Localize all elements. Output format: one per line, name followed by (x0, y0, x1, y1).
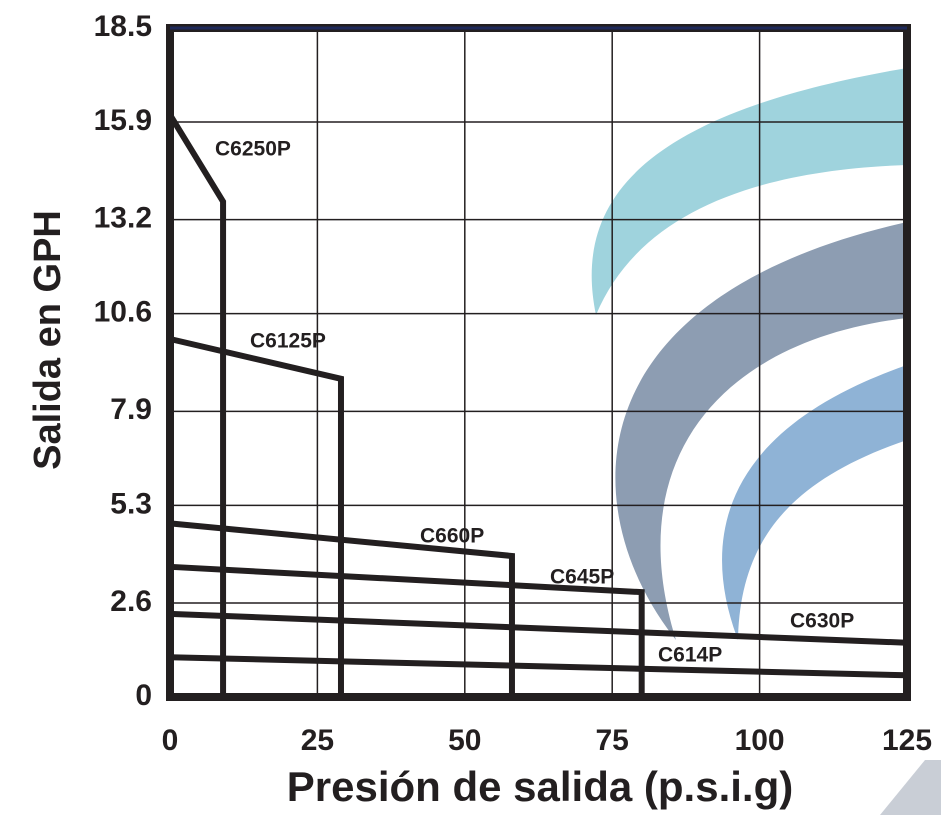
series-line (169, 520, 515, 697)
x-tick-label: 75 (596, 724, 629, 757)
y-tick-label: 0 (135, 679, 152, 712)
y-tick-label: 2.6 (110, 585, 152, 618)
series-label: C630P (790, 610, 854, 633)
y-tick-label: 15.9 (94, 104, 152, 137)
series-label: C6250P (215, 138, 291, 161)
y-tick-label: 13.2 (94, 202, 152, 235)
x-tick-label: 100 (735, 724, 785, 757)
x-tick-label: 25 (301, 724, 334, 757)
series-line (169, 654, 908, 679)
series-line (167, 113, 227, 697)
background-decoration (591, 68, 941, 815)
y-tick-label: 5.3 (110, 487, 152, 520)
y-tick-label: 7.9 (110, 393, 152, 426)
series-label: C6125P (250, 330, 326, 353)
series-label: C660P (420, 525, 484, 548)
x-tick-label: 50 (448, 724, 481, 757)
y-tick-label: 10.6 (94, 296, 152, 329)
swoosh (615, 222, 907, 640)
series-line (169, 563, 645, 697)
series-label: C614P (658, 644, 722, 667)
swoosh (722, 365, 907, 640)
series-label: C645P (550, 566, 614, 589)
series-line (169, 610, 908, 646)
x-tick-label: 0 (162, 724, 179, 757)
x-axis-label: Presión de salida (p.s.i.g) (287, 763, 793, 810)
x-tick-label: 125 (882, 724, 932, 757)
logo-fragment (880, 760, 941, 815)
y-axis-label: Salida en GPH (27, 210, 69, 470)
series-line (169, 336, 344, 697)
y-tick-label: 18.5 (94, 10, 152, 43)
swoosh (591, 68, 907, 315)
